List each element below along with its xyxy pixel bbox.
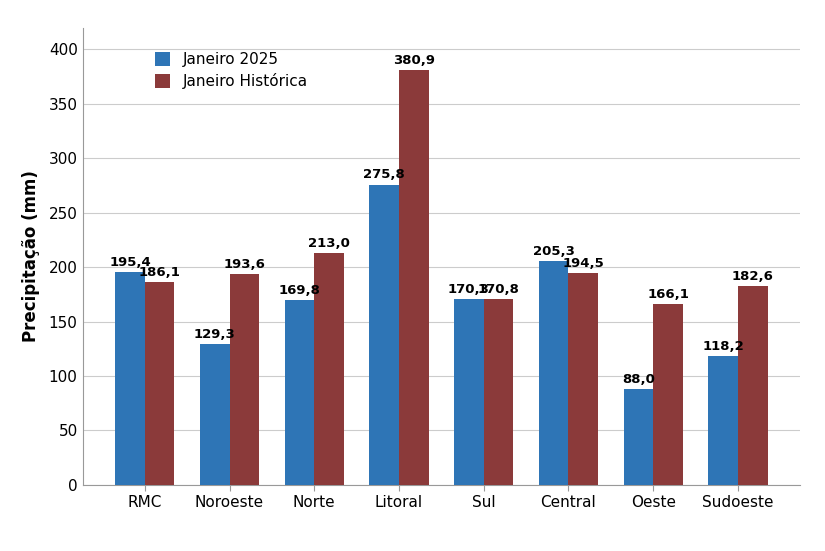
Legend: Janeiro 2025, Janeiro Histórica: Janeiro 2025, Janeiro Histórica [148,44,315,97]
Bar [229,274,259,485]
Text: 380,9: 380,9 [393,54,435,67]
Y-axis label: Precipitação (mm): Precipitação (mm) [22,170,40,342]
Bar [709,356,738,485]
Text: 88,0: 88,0 [622,373,655,386]
Text: 213,0: 213,0 [309,237,350,250]
Text: 275,8: 275,8 [363,168,405,181]
Text: 194,5: 194,5 [563,257,604,270]
Bar [314,253,344,485]
Bar [285,300,314,485]
Bar [200,344,229,485]
Bar [568,273,598,485]
Bar [738,286,767,485]
Text: 129,3: 129,3 [194,328,236,341]
Bar [454,299,483,485]
Bar [370,185,399,485]
Text: 170,8: 170,8 [478,283,520,296]
Text: 195,4: 195,4 [109,256,151,269]
Bar [539,261,568,485]
Bar [144,282,174,485]
Text: 182,6: 182,6 [732,270,774,283]
Text: 193,6: 193,6 [224,258,266,271]
Text: 166,1: 166,1 [647,288,689,301]
Text: 186,1: 186,1 [139,266,181,279]
Text: 170,3: 170,3 [448,283,490,296]
Bar [116,272,144,485]
Text: 205,3: 205,3 [533,245,574,258]
Bar [399,70,429,485]
Bar [653,304,683,485]
Bar [483,299,513,485]
Text: 169,8: 169,8 [279,284,320,297]
Bar [624,389,653,485]
Text: 118,2: 118,2 [702,340,744,353]
